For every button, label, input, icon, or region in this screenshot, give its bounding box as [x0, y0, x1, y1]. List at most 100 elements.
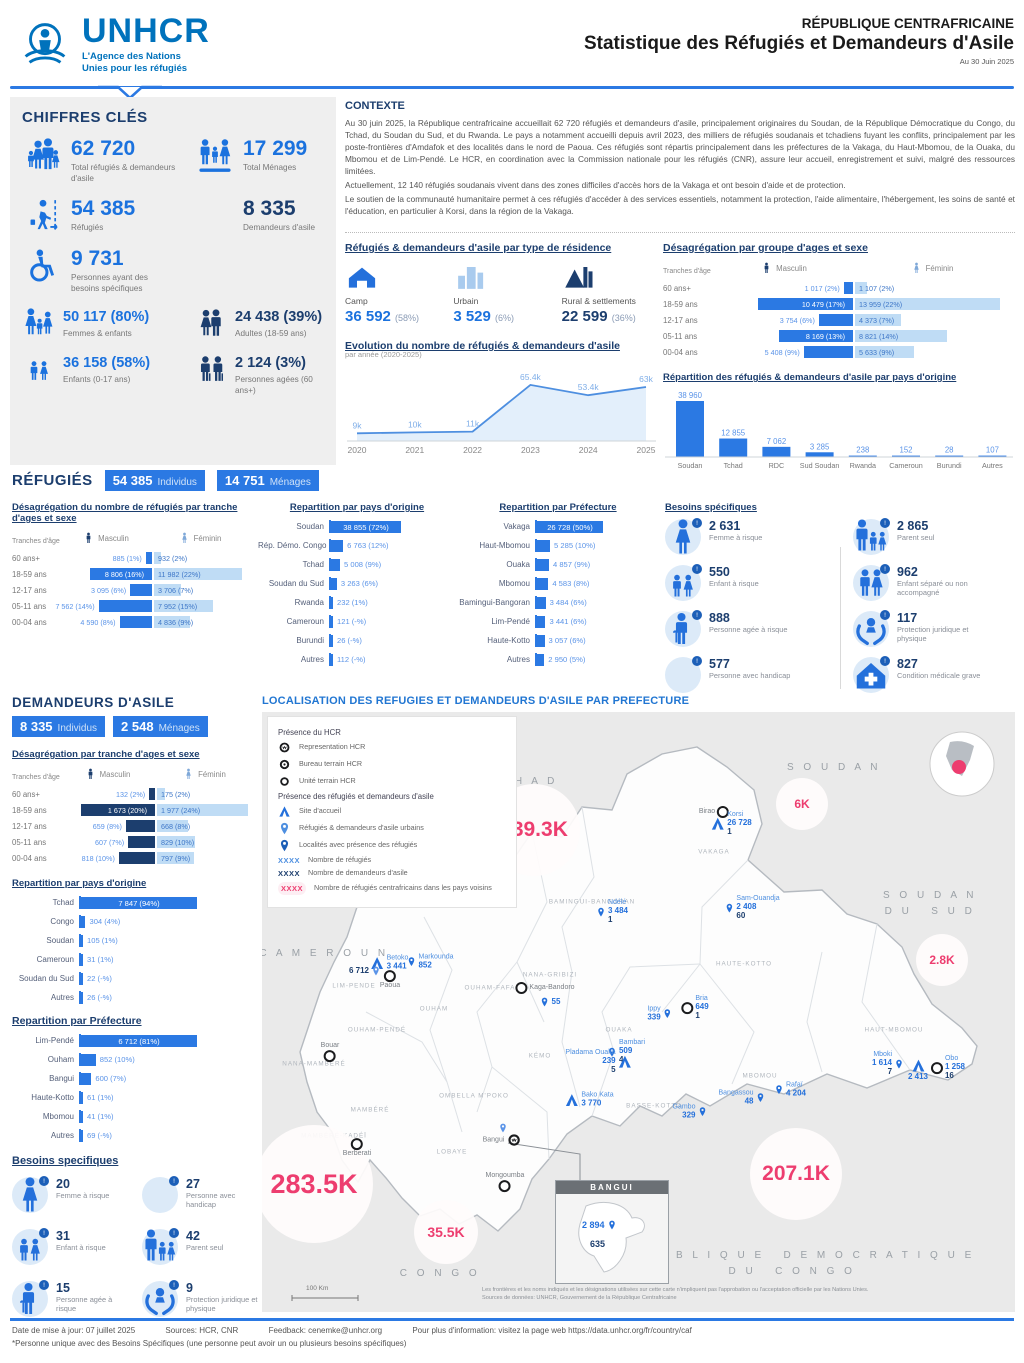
- map-place-name: Bangassou: [718, 1089, 754, 1097]
- besoin-value: 15: [56, 1281, 70, 1295]
- age-sex-total-title: Désagrégation par groupe d'ages et sexe: [663, 242, 868, 254]
- contexte-paragraph: Au 30 juin 2025, la République centrafri…: [345, 118, 1015, 177]
- pyramid-age-label: 00-04 ans: [12, 617, 47, 627]
- hbar-value: 5 285 (10%): [554, 541, 596, 550]
- hbar-label: Cameroun: [12, 953, 81, 966]
- besoin-item: ! 42 Parent seul: [142, 1228, 258, 1265]
- xxxx-pink: XXXX: [278, 882, 307, 895]
- hbar-row: Tchad 7 847 (94%): [12, 895, 258, 910]
- asile-menages-label: Ménages: [158, 723, 200, 734]
- map-marker: Kaga-Bandoro: [515, 982, 575, 994]
- pyramid-male-value: 3 095 (6%): [90, 585, 127, 595]
- map-place-name: Sam-Ouandja: [736, 895, 780, 903]
- handicap-icon: !: [665, 656, 702, 693]
- hbar-row: Vakaga 26 728 (50%): [458, 519, 658, 534]
- pyramid-male-value: 8 806 (16%): [104, 569, 144, 579]
- pyramid-age-label: 18-59 ans: [663, 299, 698, 309]
- female-risk-icon: !: [12, 1176, 49, 1213]
- hbar-row: Tchad 5 008 (9%): [258, 557, 456, 572]
- region-label: OUHAM: [419, 1005, 449, 1013]
- map-title: LOCALISATION DES REFUGIES ET DEMANDEURS …: [262, 695, 690, 707]
- besoin-item: ! 27 Personne avec handicap: [142, 1176, 258, 1213]
- pyramid-female-bar: [855, 314, 901, 326]
- stat-label: Demandeurs d'asile: [243, 223, 316, 233]
- refugies-origin-bars: Soudan 38 855 (72%) Rép. Démo. Congo 6 7…: [258, 519, 456, 667]
- besoin-item: ! 2 631 Femme à risque: [665, 518, 827, 555]
- hbar-row: Autres 26 (-%): [12, 990, 258, 1005]
- pyramid-female-bar: [157, 788, 166, 800]
- pyramid-female-value: 7 952 (15%): [158, 601, 198, 611]
- pyramid-male-bar: [757, 298, 853, 310]
- hbar-row: Lim-Pendé 3 441 (6%): [458, 614, 658, 629]
- map-refugee-count: 55: [551, 996, 561, 1006]
- svg-text:Sud Soudan: Sud Soudan: [800, 461, 840, 470]
- besoin-badge: !: [39, 1176, 49, 1186]
- hbar-value: 38 855 (72%): [343, 522, 389, 532]
- region-label: OUHAM-FAFA: [464, 984, 516, 992]
- map-disclaimer: Les frontières et les noms indiqués et l…: [482, 1287, 869, 1302]
- hbar-label: Haute-Kotto: [458, 634, 537, 647]
- urban-pin-icon: [498, 1123, 508, 1133]
- region-label: LOBAYE: [436, 1148, 468, 1156]
- asile-besoins-grid: ! 20 Femme à risque ! 27 Personne avec h…: [12, 1176, 258, 1317]
- legend-item: XXXX Nombre de réfugiés centrafricains da…: [278, 882, 506, 895]
- hbar-bar: [81, 953, 83, 966]
- refugies-individus-label: Individus: [157, 477, 197, 488]
- hbar-bar: [537, 615, 546, 628]
- hbar-label: Soudan du Sud: [12, 972, 81, 985]
- hbar-bar: [331, 596, 333, 609]
- footer-feedback-email[interactable]: cenemke@unhcr.org: [308, 1326, 383, 1335]
- legal-icon: !: [142, 1280, 179, 1317]
- pyramid-male-value: 7 562 (14%): [55, 601, 95, 611]
- pyramid-row: 00-04 ans 818 (10%) 797 (9%): [12, 850, 258, 866]
- pyramid-male-bar: [98, 600, 152, 612]
- pyramid-male-value: 1 673 (20%): [107, 805, 147, 815]
- besoin-badge: !: [880, 610, 890, 620]
- svg-text:9k: 9k: [353, 420, 363, 430]
- hbar-row: Rép. Démo. Congo 6 763 (12%): [258, 538, 456, 553]
- hbar-row: Mbomou 41 (1%): [12, 1109, 258, 1124]
- footer-info-label: Pour plus d'information: visitez la page…: [412, 1326, 566, 1335]
- pyramid-female-value: 668 (8%): [161, 821, 191, 831]
- contexte-paragraph: Le soutien de la communauté humanitaire …: [345, 194, 1015, 217]
- pyramid-male-bar: [130, 584, 152, 596]
- hbar-bar: [537, 577, 549, 590]
- region-label: OUHAM-PENDÉ: [347, 1026, 407, 1034]
- besoin-badge: !: [169, 1176, 179, 1186]
- representation-icon: [278, 741, 291, 754]
- pyramid-row: 60 ans+ 1 017 (2%) 1 107 (2%): [663, 280, 1015, 296]
- rural-icon: [562, 262, 596, 292]
- female-icon: [183, 766, 194, 782]
- hbar-value: 4 857 (9%): [552, 560, 591, 569]
- hbar-label: Bamingui-Bangoran: [458, 596, 537, 609]
- map-place-name: Ndélé: [607, 899, 627, 907]
- locality-pin-icon: [774, 1085, 784, 1095]
- hbar-value: 6 712 (81%): [118, 1036, 160, 1046]
- hbar-label: Autres: [12, 1129, 81, 1142]
- urban-pin-icon: [371, 966, 381, 976]
- unite-icon: [278, 775, 291, 788]
- map-scale-label: 100 Km: [306, 1285, 329, 1292]
- elderly-risk-icon: !: [665, 610, 702, 647]
- refugies-prefecture-bars: Vakaga 26 728 (50%) Haut-Mbomou 5 285 (1…: [458, 519, 658, 667]
- hbar-label: Cameroun: [258, 615, 331, 628]
- footer-divider: [10, 1318, 1014, 1321]
- pyramid-row: 60 ans+ 885 (1%) 932 (2%): [12, 550, 250, 566]
- pyramid-row: 00-04 ans 4 590 (8%) 4 836 (9%): [12, 614, 250, 630]
- refugies-menages-label: Ménages: [269, 477, 311, 488]
- besoin-badge: !: [880, 564, 890, 574]
- besoin-label: Enfant séparé ou non accompagné: [897, 579, 968, 598]
- pyramid-row: 12-17 ans 659 (8%) 668 (8%): [12, 818, 258, 834]
- map-refugee-count: 649: [695, 1001, 709, 1011]
- hbar-value: 3 263 (6%): [340, 579, 379, 588]
- household-icon: [194, 138, 236, 172]
- female-icon: [911, 260, 922, 276]
- adults-icon: [194, 308, 228, 338]
- footer-info-url[interactable]: https://data.unhcr.org/fr/country/caf: [568, 1326, 692, 1335]
- locality-pin-icon: [756, 1093, 766, 1103]
- map-marker: 6 712: [349, 966, 381, 976]
- svg-text:Rwanda: Rwanda: [850, 461, 876, 470]
- org-subtitle-1: L'Agence des Nations: [82, 51, 181, 62]
- besoin-badge: !: [169, 1280, 179, 1290]
- pyramid-male-bar: [128, 836, 155, 848]
